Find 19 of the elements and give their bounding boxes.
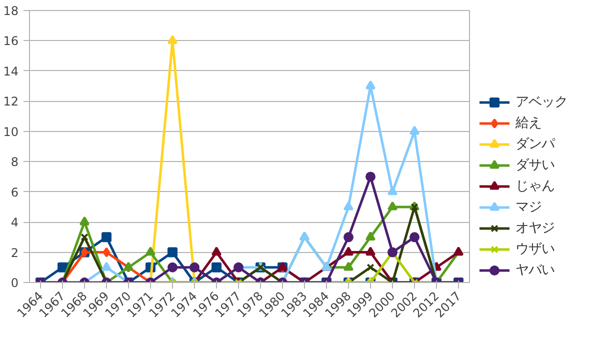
legend-label: ヤバい [516,263,554,278]
y-tick-label: 12 [3,94,19,109]
y-tick-label: 10 [3,124,19,139]
legend-label: マジ [516,200,542,215]
legend-label: 給え [514,116,542,131]
y-tick-label: 4 [10,216,19,230]
legend-label: ダサい [516,158,554,173]
legend-label: オヤジ [516,221,554,236]
legend-label: ウザい [516,242,554,257]
legend-label: アベック [516,95,568,110]
y-tick-label: 18 [3,4,19,18]
y-tick-label: 8 [10,155,19,170]
y-tick-label: 14 [3,64,19,78]
y-tick-label: 6 [10,185,19,200]
y-tick-label: 2 [10,246,19,260]
legend-label: じゃん [516,179,554,194]
legend-label: ダンパ [516,137,556,152]
y-tick-label: 0 [10,276,19,290]
y-tick-label: 16 [3,34,19,48]
